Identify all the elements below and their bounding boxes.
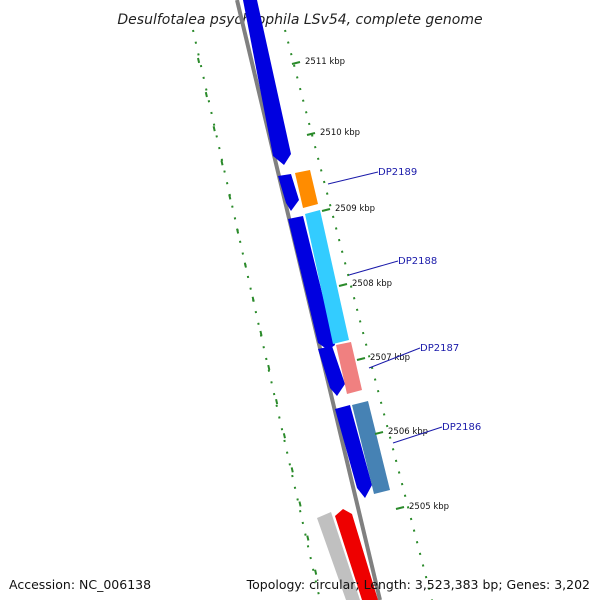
gene-label-DP2186[interactable]: DP2186 — [442, 422, 481, 433]
gene-grey[interactable] — [317, 512, 360, 600]
accession-text: Accession: NC_006138 — [9, 577, 152, 592]
gene-red[interactable] — [335, 509, 378, 600]
tick-mark — [374, 431, 384, 435]
gene-label-DP2187[interactable]: DP2187 — [420, 343, 459, 354]
gene-reverse-2[interactable] — [278, 174, 299, 211]
tick-label: 2510 kbp — [320, 128, 360, 138]
gene-DP2188[interactable] — [305, 210, 349, 344]
label-leader-line — [392, 426, 443, 444]
left-dotted-track — [192, 29, 321, 600]
tick-label: 2508 kbp — [352, 279, 392, 289]
tick-label: 2507 kbp — [370, 353, 410, 363]
tick-label: 2511 kbp — [305, 57, 345, 67]
tick-mark — [291, 61, 301, 65]
left-dash-track — [197, 57, 323, 600]
gene-reverse-5[interactable] — [335, 405, 372, 498]
tick-label: 2505 kbp — [409, 502, 449, 512]
gene-label-DP2188[interactable]: DP2188 — [398, 256, 437, 267]
gene-reverse-1[interactable] — [243, 0, 291, 165]
label-leader-line — [348, 260, 399, 276]
gene-label-DP2189[interactable]: DP2189 — [378, 167, 417, 178]
genome-title: Desulfotalea psychrophila LSv54, complet… — [117, 12, 482, 28]
tick-label: 2509 kbp — [335, 204, 375, 214]
tick-mark — [356, 357, 366, 361]
gc-dotted-track — [192, 29, 433, 600]
label-leader-line — [368, 347, 421, 369]
gene-labels: DP2189 DP2188 DP2187 DP2186 — [327, 167, 481, 444]
gene-DP2189[interactable] — [295, 170, 318, 208]
gene-DP2187[interactable] — [336, 342, 362, 394]
tick-mark — [338, 283, 348, 287]
gene-track — [243, 0, 390, 600]
tick-label: 2506 kbp — [388, 427, 428, 437]
gene-DP2186[interactable] — [352, 401, 390, 494]
topology-text: Topology: circular; Length: 3,523,383 bp… — [246, 577, 590, 592]
kbp-ticks: 2511 kbp 2510 kbp 2509 kbp 2508 kbp 2507 kbp… — [291, 57, 449, 512]
gene-reverse-3[interactable] — [288, 216, 335, 350]
tick-mark — [321, 208, 331, 212]
gene-reverse-4[interactable] — [318, 346, 345, 396]
tick-mark — [395, 506, 405, 510]
label-leader-line — [327, 171, 379, 185]
tick-mark — [306, 132, 316, 136]
